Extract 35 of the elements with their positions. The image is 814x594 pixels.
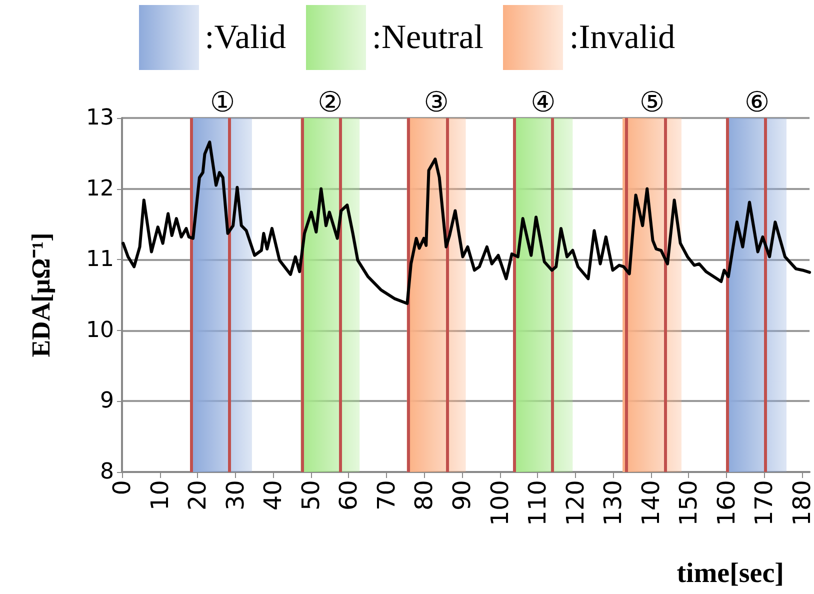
x-tick-label: 30: [221, 480, 250, 511]
band-label: ④: [530, 86, 556, 118]
y-tick-label: 12: [86, 176, 114, 202]
x-tick-label: 50: [296, 480, 325, 511]
x-tick-label: 70: [372, 480, 400, 511]
band-label: ⑥: [744, 86, 770, 118]
text: :Neutral: [372, 18, 484, 56]
x-tick-label: 170: [750, 480, 778, 526]
y-tick-label: 13: [86, 106, 114, 130]
x-tick-label: 90: [448, 480, 476, 511]
band-label: ①: [210, 86, 236, 118]
x-tick-label: 120: [561, 480, 590, 526]
x-tick-label: 100: [486, 480, 514, 526]
x-tick-label: 20: [184, 480, 212, 511]
x-tick-label: 180: [788, 480, 814, 526]
y-axis-title: EDA[μΩ⁻¹]: [26, 232, 56, 358]
y-tick-label: 11: [86, 247, 114, 272]
band-label: ③: [424, 86, 449, 118]
x-tick-label: 130: [599, 480, 628, 526]
x-tick-label: 140: [636, 480, 665, 526]
x-tick-label: 160: [712, 480, 740, 526]
band-label: ⑤: [639, 86, 665, 118]
y-tick-label: 9: [100, 388, 114, 414]
band-label: ②: [318, 86, 343, 118]
text: :Invalid: [569, 18, 676, 56]
x-tick-label: 110: [524, 480, 552, 526]
x-tick-label: 40: [259, 480, 288, 511]
x-tick-label: 80: [410, 480, 438, 511]
x-tick-label: 10: [146, 480, 174, 511]
y-tick-label: 10: [86, 318, 114, 343]
text: :Valid: [204, 18, 286, 56]
line-series: [122, 140, 812, 305]
x-tick-label: 150: [674, 480, 703, 526]
x-tick-label: 60: [334, 480, 363, 511]
x-axis-title: time[sec]: [676, 558, 784, 590]
